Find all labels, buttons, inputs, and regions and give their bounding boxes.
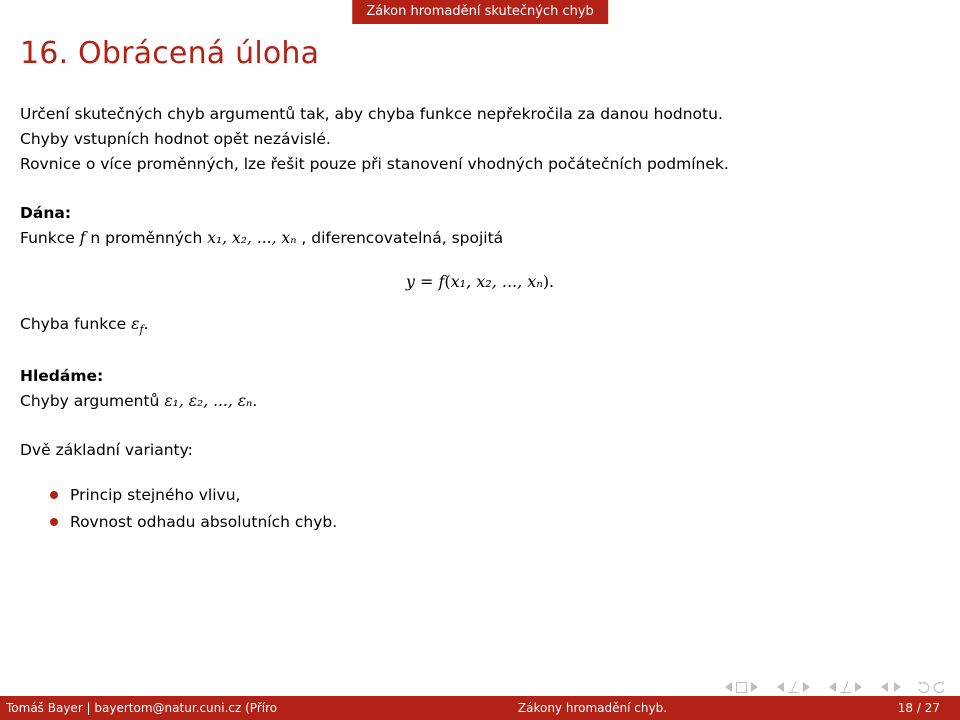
nav-prev-sub-icon[interactable] bbox=[774, 680, 786, 694]
bullet-text: Princip stejného vlivu, bbox=[70, 485, 240, 506]
bullet-list: Princip stejného vlivu, Rovnost odhadu a… bbox=[20, 485, 940, 533]
hledame-line: Chyby argumentů ε₁, ε₂, ..., εₙ. bbox=[20, 391, 940, 412]
section-badge: Zákon hromadění skutečných chyb bbox=[352, 0, 608, 24]
hledame-label: Hledáme: bbox=[20, 366, 940, 387]
footer-page: 18 / 27 bbox=[898, 701, 960, 715]
formula-close: ). bbox=[543, 272, 554, 291]
slide: Zákon hromadění skutečných chyb 16. Obrá… bbox=[0, 0, 960, 720]
bullet-text: Rovnost odhadu absolutních chyb. bbox=[70, 512, 337, 533]
nav-prev-sec-icon[interactable] bbox=[826, 680, 838, 694]
dana-block: Dána: Funkce f n proměnných x₁, x₂, ...,… bbox=[20, 203, 940, 249]
dana-suffix: , diferencovatelná, spojitá bbox=[296, 229, 503, 247]
footer-author: Tomáš Bayer | bayertom@natur.cuni.cz (Př… bbox=[0, 696, 287, 720]
nav-bar bbox=[722, 680, 946, 694]
chyba-funkce-suffix: . bbox=[144, 315, 149, 333]
dana-prefix: Funkce bbox=[20, 229, 80, 247]
hledame-prefix: Chyby argumentů bbox=[20, 392, 164, 410]
chyba-funkce: Chyba funkce εf. bbox=[20, 314, 940, 338]
nav-group-undo bbox=[917, 681, 946, 693]
hledame-suffix: . bbox=[252, 392, 257, 410]
bullet-item: Princip stejného vlivu, bbox=[50, 485, 940, 506]
nav-group-frame bbox=[722, 680, 760, 694]
varianty-block: Dvě základní varianty: Princip stejného … bbox=[20, 440, 940, 533]
redo-icon[interactable] bbox=[932, 681, 946, 693]
hledame-eps: ε₁, ε₂, ..., εₙ bbox=[164, 392, 252, 410]
chyba-funkce-prefix: Chyba funkce bbox=[20, 315, 131, 333]
dana-line: Funkce f n proměnných x₁, x₂, ..., xₙ , … bbox=[20, 228, 940, 249]
nav-next-sub-icon[interactable] bbox=[800, 680, 812, 694]
footer: Tomáš Bayer | bayertom@natur.cuni.cz (Př… bbox=[0, 696, 960, 720]
nav-group-doc bbox=[878, 680, 903, 694]
bullet-icon bbox=[50, 518, 58, 526]
nav-group-section bbox=[826, 680, 864, 694]
nav-group-subsection bbox=[774, 680, 812, 694]
nav-sec-icon[interactable] bbox=[839, 680, 851, 694]
footer-title: Zákony hromadění chyb. bbox=[287, 701, 898, 715]
nav-next-frame-icon[interactable] bbox=[748, 680, 760, 694]
nav-first-icon[interactable] bbox=[722, 680, 734, 694]
nav-sub-icon[interactable] bbox=[787, 680, 799, 694]
hledame-block: Hledáme: Chyby argumentů ε₁, ε₂, ..., εₙ… bbox=[20, 366, 940, 412]
bullet-item: Rovnost odhadu absolutních chyb. bbox=[50, 512, 940, 533]
paragraph-3: Rovnice o více proměnných, lze řešit pou… bbox=[20, 154, 940, 175]
formula: y = f(x₁, x₂, ..., xₙ). bbox=[20, 271, 940, 293]
formula-args: x₁, x₂, ..., xₙ bbox=[451, 272, 543, 291]
varianty-label: Dvě základní varianty: bbox=[20, 440, 940, 461]
bullet-icon bbox=[50, 491, 58, 499]
nav-next-icon[interactable] bbox=[891, 680, 903, 694]
dana-vars: x₁, x₂, ..., xₙ bbox=[207, 229, 296, 247]
slide-title: 16. Obrácená úloha bbox=[20, 36, 319, 71]
paragraph-2: Chyby vstupních hodnot opět nezávislé. bbox=[20, 129, 940, 150]
formula-y: y bbox=[406, 272, 415, 291]
nav-prev-icon[interactable] bbox=[878, 680, 890, 694]
paragraph-1: Určení skutečných chyb argumentů tak, ab… bbox=[20, 104, 940, 125]
undo-icon[interactable] bbox=[917, 681, 931, 693]
dana-label: Dána: bbox=[20, 203, 940, 224]
nav-next-sec-icon[interactable] bbox=[852, 680, 864, 694]
slide-body: Určení skutečných chyb argumentů tak, ab… bbox=[20, 104, 940, 539]
nav-frame-icon[interactable] bbox=[735, 680, 747, 694]
formula-eq: = bbox=[415, 272, 439, 291]
dana-n: n proměnných bbox=[85, 229, 207, 247]
